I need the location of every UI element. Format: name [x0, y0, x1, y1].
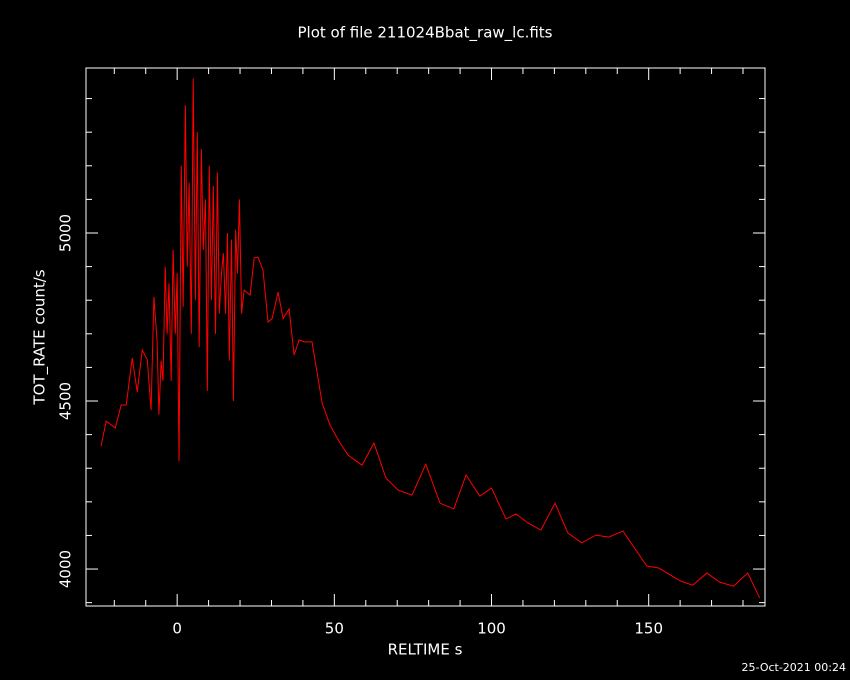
- light-curve: [100, 78, 761, 599]
- timestamp: 25-Oct-2021 00:24: [742, 661, 846, 674]
- x-axis-label: RELTIME s: [388, 641, 463, 659]
- x-tick-label: 0: [172, 620, 182, 638]
- y-tick-label: 4500: [57, 382, 75, 420]
- x-tick-label: 150: [634, 620, 663, 638]
- x-tick-label: 100: [477, 620, 506, 638]
- y-axis-label: TOT_RATE count/s: [31, 269, 50, 405]
- x-tick-label: 50: [325, 620, 344, 638]
- plot-frame: [85, 67, 766, 607]
- chart-title: Plot of file 211024Bbat_raw_lc.fits: [298, 24, 553, 43]
- y-tick-label: 5000: [57, 214, 75, 252]
- y-tick-label: 4000: [57, 550, 75, 588]
